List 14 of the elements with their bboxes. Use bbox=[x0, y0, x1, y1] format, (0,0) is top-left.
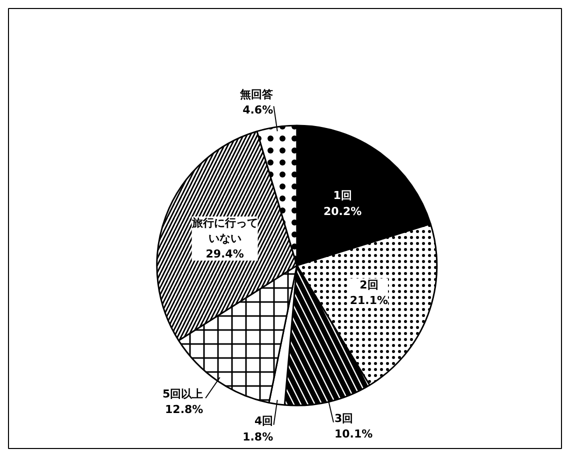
data-label: 29.4% bbox=[206, 248, 244, 261]
slice-label: 4回 bbox=[254, 414, 274, 428]
data-label: 20.2% bbox=[323, 204, 362, 218]
slice-label: 5回以上 bbox=[162, 387, 204, 400]
data-label: 12.8% bbox=[165, 402, 204, 416]
data-label: 10.1% bbox=[334, 428, 373, 441]
data-label: 21.1% bbox=[350, 294, 388, 308]
slice-label: 3回 bbox=[334, 412, 354, 426]
slice-label: 2回 bbox=[360, 278, 378, 292]
slice-label: 無回答 bbox=[239, 88, 274, 101]
data-label: 4.6% bbox=[242, 103, 274, 116]
slice-label: 旅行に行っていない bbox=[190, 216, 258, 246]
data-label: 1.8% bbox=[242, 430, 274, 444]
slice-label: 1回 bbox=[333, 189, 352, 202]
